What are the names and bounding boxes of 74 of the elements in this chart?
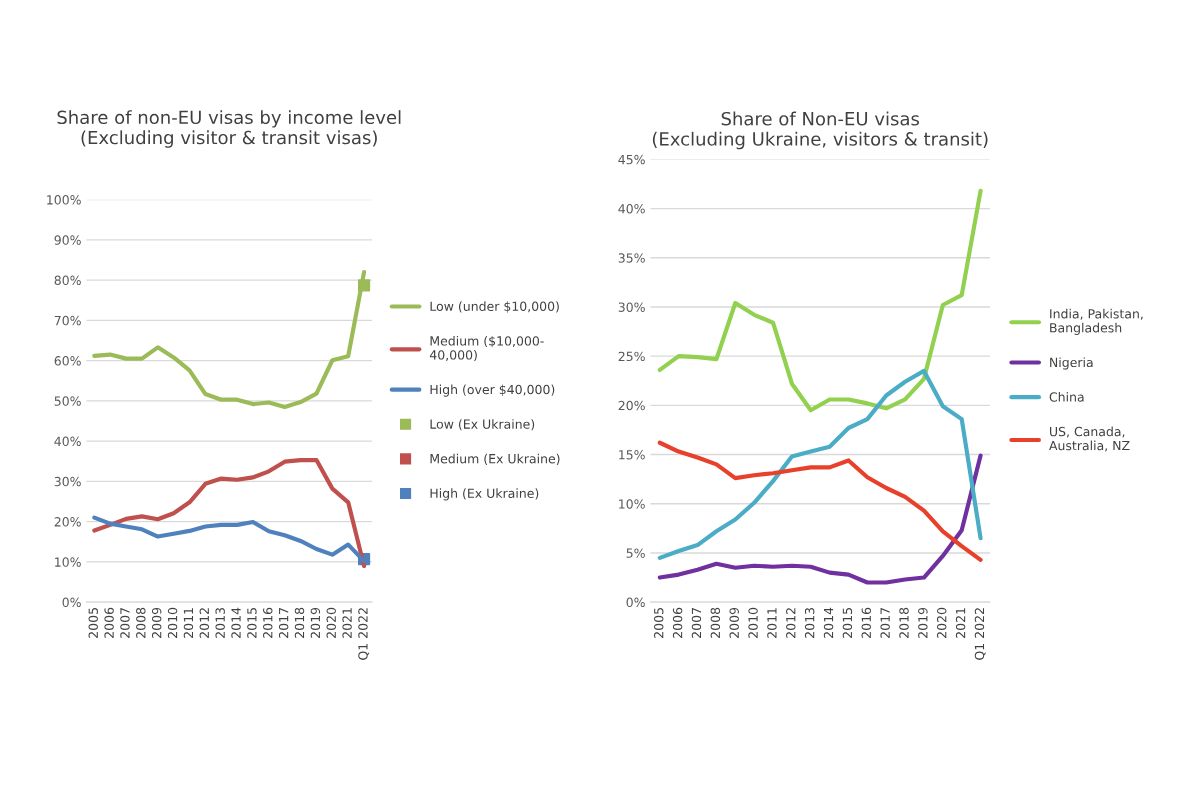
- x-tick-label: 2021: [342, 608, 352, 638]
- x-tick-label: 2014: [823, 607, 834, 638]
- legend-label: Nigeria: [1050, 357, 1093, 370]
- y-tick-label: 45%: [618, 154, 645, 165]
- legend-label: Medium (Ex Ukraine): [430, 453, 560, 465]
- x-tick-label: 2007: [691, 608, 702, 638]
- x-tick-label: 2017: [278, 608, 289, 638]
- x-tick-label: 2005: [88, 608, 98, 638]
- x-tick-label: 2007: [120, 608, 130, 638]
- legend-label: High (Ex Ukraine): [430, 488, 539, 501]
- x-tick-label: 2021: [955, 608, 966, 638]
- x-tick-label: 2016: [861, 607, 871, 638]
- x-tick-label: 2019: [310, 607, 321, 638]
- y-tick-label: 10%: [55, 557, 81, 567]
- y-tick-label: 50%: [54, 396, 81, 406]
- x-tick-label: 2013: [215, 608, 225, 638]
- x-tick-label: 2010: [167, 607, 178, 638]
- chart-title: Share of Non-EU visas (Excluding Ukraine, visitors & transit): [652, 111, 988, 150]
- y-tick-label: 40%: [54, 436, 81, 447]
- y-tick-label: 30%: [54, 476, 81, 487]
- line-series: [657, 453, 983, 585]
- x-tick-label: 2006: [104, 607, 114, 638]
- line-series: [92, 270, 367, 410]
- x-tick-label: 2016: [263, 607, 273, 638]
- y-tick-label: 20%: [54, 517, 81, 527]
- x-tick-label: 2012: [786, 608, 796, 638]
- y-tick-label: 5%: [626, 548, 645, 558]
- x-tick-label: 2020: [326, 607, 336, 638]
- legend-label: US, Canada, Australia, NZ: [1049, 426, 1130, 452]
- y-tick-label: 0%: [62, 597, 81, 608]
- y-tick-label: 10%: [619, 499, 645, 509]
- y-tick-label: 15%: [619, 450, 645, 460]
- y-tick-label: 35%: [618, 253, 645, 263]
- x-tick-label: 2009: [729, 607, 739, 638]
- x-tick-label: 2013: [804, 608, 815, 638]
- line-series: [657, 188, 983, 413]
- line-series: [657, 368, 983, 560]
- x-tick-label: 2015: [247, 608, 257, 638]
- legend-label: India, Pakistan, Bangladesh: [1050, 308, 1143, 335]
- x-tick-label: 2005: [654, 608, 664, 638]
- line-series: [657, 440, 983, 562]
- y-tick-label: 30%: [618, 302, 645, 312]
- y-tick-label: 70%: [54, 315, 81, 326]
- y-tick-label: 60%: [54, 356, 81, 366]
- legend-label: Low (Ex Ukraine): [430, 419, 535, 431]
- x-tick-label: 2014: [231, 607, 241, 638]
- x-tick-label: 2010: [748, 607, 758, 638]
- y-tick-label: 20%: [618, 400, 645, 411]
- y-tick-label: 90%: [54, 235, 81, 245]
- x-tick-label: Q1 2022: [358, 608, 370, 660]
- x-tick-label: 2012: [199, 608, 210, 638]
- x-tick-label: 2015: [842, 608, 853, 638]
- y-tick-label: 0%: [626, 597, 645, 608]
- x-tick-label: 2008: [136, 607, 146, 638]
- x-tick-label: 2011: [183, 608, 194, 638]
- legend-label: Low (under $10,000): [430, 301, 559, 313]
- y-tick-label: 100%: [47, 195, 81, 205]
- x-tick-label: 2019: [918, 607, 928, 638]
- x-tick-label: 2008: [710, 607, 721, 638]
- y-tick-label: 80%: [54, 275, 81, 286]
- x-tick-label: 2011: [767, 608, 777, 638]
- x-tick-label: 2009: [151, 607, 162, 638]
- legend-label: Medium ($10,000- 40,000): [429, 335, 544, 362]
- x-tick-label: 2017: [880, 608, 890, 638]
- chart-title: Share of non-EU visas by income level (Excluding visitor & transit visas): [57, 110, 401, 148]
- y-tick-label: 40%: [618, 204, 645, 214]
- x-tick-label: 2018: [899, 607, 909, 638]
- legend-label: China: [1049, 392, 1084, 402]
- x-tick-label: 2018: [294, 607, 305, 638]
- y-tick-label: 25%: [618, 351, 645, 362]
- x-tick-label: 2006: [672, 607, 683, 638]
- x-tick-label: 2020: [937, 607, 947, 638]
- x-tick-label: Q1 2022: [974, 608, 986, 660]
- legend-label: High (over $40,000): [430, 384, 555, 397]
